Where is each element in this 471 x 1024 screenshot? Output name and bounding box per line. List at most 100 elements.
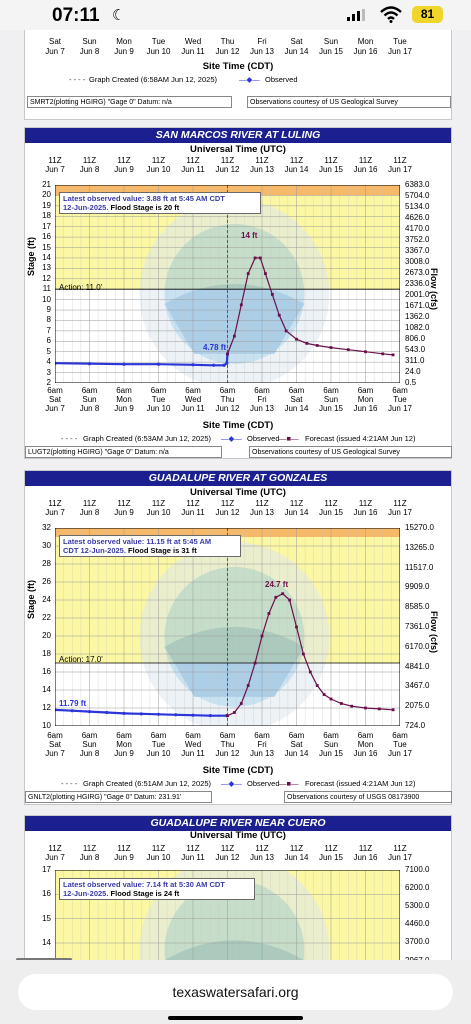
- site-tick-label: Wed: [184, 395, 202, 404]
- stage-tick-label: 17: [42, 221, 51, 231]
- site-tick-label: Jun 12: [215, 404, 240, 413]
- utc-tick-label: Jun 11: [181, 165, 205, 174]
- forecast-point: [284, 329, 288, 333]
- stage-tick-label: 30: [42, 541, 51, 550]
- site-tick-label: Tue: [393, 740, 407, 749]
- site-tick-label: Sun: [323, 37, 339, 46]
- stage-axis-label: Stage (ft): [26, 237, 36, 276]
- home-indicator[interactable]: [168, 1016, 303, 1020]
- site-tick-label: Thu: [220, 395, 235, 404]
- forecast-point: [226, 352, 229, 356]
- site-tick-label: Jun 12: [215, 749, 240, 758]
- stage-tick-label: 21: [42, 180, 51, 189]
- footer-right: Observations courtesy of USGS 08173900: [284, 791, 452, 803]
- stage-tick-label: 4: [46, 357, 51, 367]
- observed-point: [87, 362, 92, 366]
- footer-left: GNLT2(plotting HGIRG) "Gage 0" Datum: 23…: [25, 791, 212, 803]
- site-tick-label: Thu: [220, 37, 235, 46]
- legend-forecast: Forecast (issued 4:21AM Jun 12): [305, 779, 416, 788]
- latest-value-box: Latest observed value: 11.15 ft at 5:45 …: [59, 535, 241, 557]
- legend-observed: Observed: [265, 75, 298, 84]
- latest-value-box: Latest observed value: 3.88 ft at 5:45 A…: [59, 192, 261, 214]
- utc-tick-label: 11Z: [220, 156, 235, 165]
- site-tick-label: Fri: [257, 740, 267, 749]
- utc-tick-label: 11Z: [393, 499, 407, 508]
- site-tick-label: Jun 10: [146, 749, 171, 758]
- utc-tick-label: 11Z: [82, 844, 97, 853]
- forecast-point: [270, 293, 274, 296]
- stage-tick-label: 16: [42, 667, 51, 676]
- site-tick-label: 6am: [47, 731, 63, 740]
- footer-right: Observations courtesy of US Geological S…: [249, 446, 452, 458]
- partial-footer: SMRT2(plotting HGIRG) "Gage 0" Datum: n/…: [25, 96, 451, 108]
- chart-title: SAN MARCOS RIVER AT LULING: [25, 128, 451, 143]
- site-tick-label: 6am: [323, 386, 339, 395]
- site-tick-label: Mon: [116, 395, 132, 404]
- flow-axis-label: Flow (cfs): [429, 611, 439, 653]
- site-tick-label: Mon: [116, 37, 132, 46]
- flow-tick-label: 13265.0: [405, 542, 434, 552]
- utc-tick-label: Jun 16: [353, 508, 378, 517]
- legend-graph-created: Graph Created (6:51AM Jun 12, 2025): [83, 779, 211, 788]
- browser-bottom-bar: texaswatersafari.org: [0, 960, 471, 1024]
- page-content[interactable]: Sat Jun 7 Sun Jun 8 Mon Jun 9 Tue Jun 10 Wed Jun …: [0, 30, 471, 970]
- flow-tick-label: 3752.0: [405, 235, 430, 244]
- site-tick-label: Jun 9: [114, 47, 134, 56]
- utc-tick-label: Jun 15: [318, 165, 344, 174]
- stage-tick-label: 10: [42, 294, 51, 304]
- observed-point: [222, 363, 226, 367]
- flow-tick-label: 6200.0: [405, 883, 430, 893]
- site-tick-label: Mon: [357, 740, 374, 749]
- utc-tick-label: 11Z: [220, 499, 235, 508]
- utc-tick-label: Jun 12: [215, 508, 240, 517]
- forecast-point: [226, 714, 229, 718]
- stage-tick-label: 6: [46, 336, 51, 346]
- flow-tick-label: 4460.0: [405, 919, 430, 929]
- url-field[interactable]: texaswatersafari.org: [18, 974, 453, 1010]
- utc-tick-label: 11Z: [151, 844, 166, 853]
- site-tick-label: Jun 14: [284, 749, 309, 758]
- utc-tick-label: Jun 11: [181, 853, 205, 862]
- site-tick-label: Jun 11: [181, 47, 205, 56]
- forecast-point: [329, 697, 333, 701]
- site-tick-label: Jun 11: [181, 404, 205, 413]
- site-tick-label: 6am: [185, 386, 201, 395]
- observed-point: [139, 712, 143, 716]
- observed-point: [156, 712, 161, 716]
- site-tick-label: Jun 9: [114, 749, 134, 758]
- flow-tick-label: 4626.0: [405, 213, 430, 222]
- scroll-indicator[interactable]: [16, 958, 72, 961]
- site-tick-label: Tue: [393, 37, 407, 46]
- utc-tick-label: 11Z: [48, 156, 62, 165]
- forecast-point: [391, 353, 395, 357]
- utc-tick-label: 11Z: [255, 499, 269, 508]
- utc-tick-label: 11Z: [393, 156, 407, 165]
- site-tick-label: Jun 8: [79, 749, 100, 758]
- site-tick-label: Jun 17: [387, 749, 413, 758]
- utc-tick-label: Jun 13: [249, 508, 275, 517]
- stage-tick-label: 12: [42, 703, 51, 712]
- site-tick-label: 6am: [150, 731, 167, 740]
- noaa-watermark-wave: [164, 283, 305, 354]
- flow-tick-label: 7100.0: [405, 865, 430, 874]
- site-time-label: Site Time (CDT): [202, 61, 274, 72]
- site-tick-label: 6am: [288, 386, 305, 395]
- forecast-point: [339, 702, 343, 705]
- utc-tick-label: Jun 10: [146, 853, 171, 862]
- site-tick-label: Jun 17: [387, 47, 413, 56]
- forecast-point: [308, 670, 312, 674]
- observed-point: [122, 362, 126, 366]
- flow-tick-label: 6383.0: [405, 180, 430, 189]
- forecast-point: [305, 342, 309, 345]
- forecast-point: [246, 684, 250, 687]
- site-tick-label: 6am: [392, 731, 408, 740]
- site-tick-label: Mon: [357, 37, 374, 46]
- site-tick-label: Tue: [151, 395, 166, 404]
- site-tick-label: Jun 13: [249, 749, 275, 758]
- flow-tick-label: 3467.0: [405, 681, 430, 691]
- stage-tick-label: 17: [42, 865, 51, 874]
- utc-tick-label: Jun 11: [181, 508, 205, 517]
- site-tick-label: Jun 12: [215, 47, 240, 56]
- forecast-point: [288, 598, 291, 602]
- utc-tick-label: Jun 8: [79, 165, 100, 174]
